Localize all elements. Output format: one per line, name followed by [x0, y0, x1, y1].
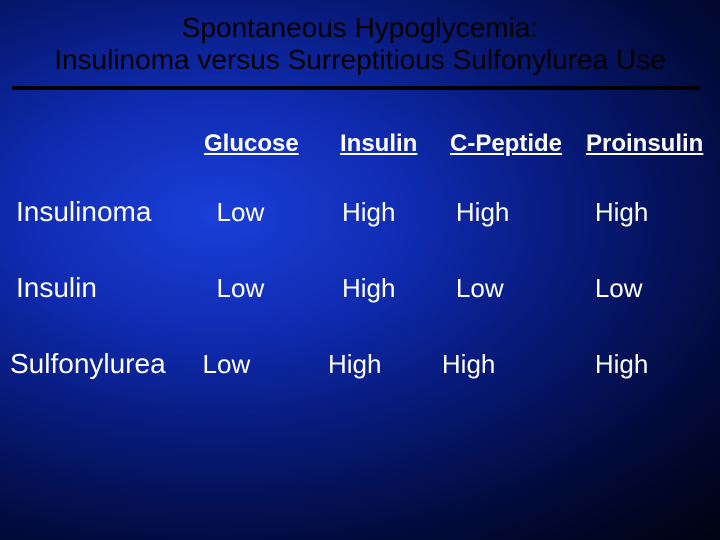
- table-row: Insulinoma Low High High High: [0, 196, 720, 228]
- cell-value: High: [587, 197, 720, 228]
- table-header-row: Glucose Insulin C-Peptide Proinsulin: [0, 130, 720, 158]
- cell-value: High: [334, 273, 448, 304]
- cell-value: High: [448, 197, 587, 228]
- cell-value: High: [320, 349, 434, 380]
- cell-value: Low: [203, 349, 320, 380]
- title-line-1: Spontaneous Hypoglycemia:: [20, 12, 700, 44]
- row-label-insulin: Insulin: [0, 272, 209, 304]
- row-label-insulinoma: Insulinoma: [0, 196, 209, 228]
- cell-value: High: [434, 349, 573, 380]
- cell-value: Low: [448, 273, 587, 304]
- header-insulin: Insulin: [326, 130, 450, 158]
- title-underline-rule: [12, 86, 700, 90]
- table-row: Insulin Low High Low Low: [0, 272, 720, 304]
- header-glucose: Glucose: [200, 130, 326, 158]
- cell-value: High: [573, 349, 720, 380]
- header-cpeptide: C-Peptide: [450, 130, 586, 158]
- cell-value: Low: [209, 197, 334, 228]
- table-row: Sulfonylurea Low High High High: [0, 348, 720, 380]
- title-line-2: Insulinoma versus Surreptitious Sulfonyl…: [20, 44, 700, 76]
- cell-value: Low: [587, 273, 720, 304]
- slide-title: Spontaneous Hypoglycemia: Insulinoma ver…: [0, 12, 720, 76]
- cell-value: Low: [209, 273, 334, 304]
- header-proinsulin: Proinsulin: [586, 130, 716, 158]
- comparison-table: Glucose Insulin C-Peptide Proinsulin Ins…: [0, 130, 720, 380]
- slide: Spontaneous Hypoglycemia: Insulinoma ver…: [0, 0, 720, 540]
- row-label-sulfonylurea: Sulfonylurea: [0, 348, 203, 380]
- cell-value: High: [334, 197, 448, 228]
